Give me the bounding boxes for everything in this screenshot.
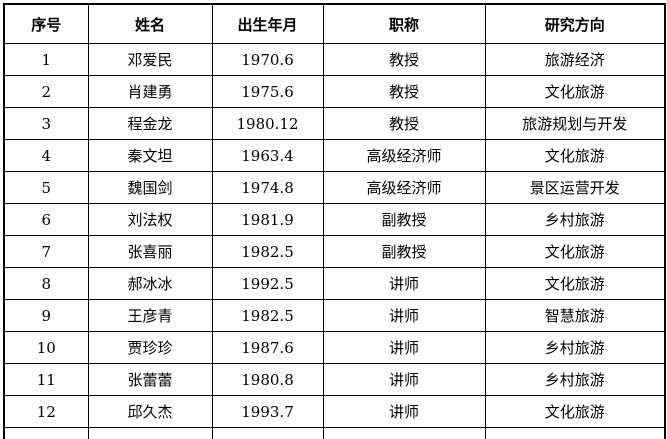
cell-research: 文化旅游 bbox=[484, 75, 666, 108]
header-cell-birth: 出生年月 bbox=[211, 3, 324, 44]
cell-no: 11 bbox=[3, 363, 89, 396]
cell-no: 8 bbox=[3, 267, 89, 300]
table-row: 8 郝冰冰 1992.5 讲师 文化旅游 bbox=[3, 267, 666, 300]
cell-name: 邓爱民 bbox=[87, 43, 213, 76]
table-row: 7 张喜丽 1982.5 副教授 文化旅游 bbox=[3, 235, 666, 268]
cell-research: 文化旅游 bbox=[484, 139, 666, 172]
cell-research: 乡村旅游 bbox=[484, 203, 666, 236]
cell-birth: 1963.4 bbox=[211, 139, 324, 172]
table-row: 3 程金龙 1980.12 教授 旅游规划与开发 bbox=[3, 107, 666, 140]
header-cell-title: 职称 bbox=[322, 3, 486, 44]
cell-no: 4 bbox=[3, 139, 89, 172]
cell-no: 6 bbox=[3, 203, 89, 236]
cell-title: 教授 bbox=[322, 75, 486, 108]
cell-no: 9 bbox=[3, 299, 89, 332]
table-row: 5 魏国剑 1974.8 高级经济师 景区运营开发 bbox=[3, 171, 666, 204]
cell-birth: 1982.5 bbox=[211, 299, 324, 332]
cell-name: 程金龙 bbox=[87, 107, 213, 140]
cell-title: 副教授 bbox=[322, 235, 486, 268]
table-row: 9 王彦青 1982.5 讲师 智慧旅游 bbox=[3, 299, 666, 332]
cell-birth: 1982.5 bbox=[211, 235, 324, 268]
cell-name: 郝冰冰 bbox=[87, 267, 213, 300]
cell-name: 刘法权 bbox=[87, 203, 213, 236]
cell-birth bbox=[211, 427, 324, 439]
cell-title: 讲师 bbox=[322, 331, 486, 364]
cell-title: 副教授 bbox=[322, 203, 486, 236]
table-row: 11 张蕾蕾 1980.8 讲师 乡村旅游 bbox=[3, 363, 666, 396]
cell-birth: 1987.6 bbox=[211, 331, 324, 364]
cell-no: 12 bbox=[3, 395, 89, 428]
cell-name: 王彦青 bbox=[87, 299, 213, 332]
cell-research: 文化旅游 bbox=[484, 267, 666, 300]
cell-title: 讲师 bbox=[322, 395, 486, 428]
cell-name: 秦文坦 bbox=[87, 139, 213, 172]
table-row: 1 邓爱民 1970.6 教授 旅游经济 bbox=[3, 43, 666, 76]
cell-research bbox=[484, 427, 666, 439]
cell-name: 张蕾蕾 bbox=[87, 363, 213, 396]
table-row-partial bbox=[3, 427, 666, 439]
cell-birth: 1970.6 bbox=[211, 43, 324, 76]
cell-research: 乡村旅游 bbox=[484, 363, 666, 396]
cell-title: 高级经济师 bbox=[322, 171, 486, 204]
cell-research: 旅游经济 bbox=[484, 43, 666, 76]
cell-birth: 1993.7 bbox=[211, 395, 324, 428]
cell-name: 张喜丽 bbox=[87, 235, 213, 268]
cell-research: 景区运营开发 bbox=[484, 171, 666, 204]
cell-title bbox=[322, 427, 486, 439]
table-row: 4 秦文坦 1963.4 高级经济师 文化旅游 bbox=[3, 139, 666, 172]
header-cell-no: 序号 bbox=[3, 3, 89, 44]
cell-title: 教授 bbox=[322, 107, 486, 140]
table-row: 10 贾珍珍 1987.6 讲师 乡村旅游 bbox=[3, 331, 666, 364]
cell-research: 旅游规划与开发 bbox=[484, 107, 666, 140]
table-row: 6 刘法权 1981.9 副教授 乡村旅游 bbox=[3, 203, 666, 236]
cell-name bbox=[87, 427, 213, 439]
cell-no bbox=[3, 427, 89, 439]
cell-birth: 1981.9 bbox=[211, 203, 324, 236]
cell-title: 高级经济师 bbox=[322, 139, 486, 172]
table-row: 2 肖建勇 1975.6 教授 文化旅游 bbox=[3, 75, 666, 108]
cell-name: 肖建勇 bbox=[87, 75, 213, 108]
table-header-row: 序号 姓名 出生年月 职称 研究方向 bbox=[3, 3, 666, 44]
cell-birth: 1992.5 bbox=[211, 267, 324, 300]
header-cell-name: 姓名 bbox=[87, 3, 213, 44]
cell-title: 讲师 bbox=[322, 363, 486, 396]
cell-title: 讲师 bbox=[322, 299, 486, 332]
cell-birth: 1980.8 bbox=[211, 363, 324, 396]
cell-name: 贾珍珍 bbox=[87, 331, 213, 364]
cell-no: 5 bbox=[3, 171, 89, 204]
table-row: 12 邱久杰 1993.7 讲师 文化旅游 bbox=[3, 395, 666, 428]
cell-birth: 1980.12 bbox=[211, 107, 324, 140]
cell-birth: 1975.6 bbox=[211, 75, 324, 108]
cell-research: 文化旅游 bbox=[484, 395, 666, 428]
cell-no: 10 bbox=[3, 331, 89, 364]
cell-name: 邱久杰 bbox=[87, 395, 213, 428]
header-cell-research: 研究方向 bbox=[484, 3, 666, 44]
cell-no: 1 bbox=[3, 43, 89, 76]
cell-research: 乡村旅游 bbox=[484, 331, 666, 364]
cell-name: 魏国剑 bbox=[87, 171, 213, 204]
faculty-table: 序号 姓名 出生年月 职称 研究方向 1 邓爱民 1970.6 教授 旅游经济 … bbox=[3, 3, 666, 439]
cell-birth: 1974.8 bbox=[211, 171, 324, 204]
cell-no: 7 bbox=[3, 235, 89, 268]
cell-no: 2 bbox=[3, 75, 89, 108]
cell-research: 文化旅游 bbox=[484, 235, 666, 268]
cell-title: 讲师 bbox=[322, 267, 486, 300]
cell-title: 教授 bbox=[322, 43, 486, 76]
cell-no: 3 bbox=[3, 107, 89, 140]
cell-research: 智慧旅游 bbox=[484, 299, 666, 332]
